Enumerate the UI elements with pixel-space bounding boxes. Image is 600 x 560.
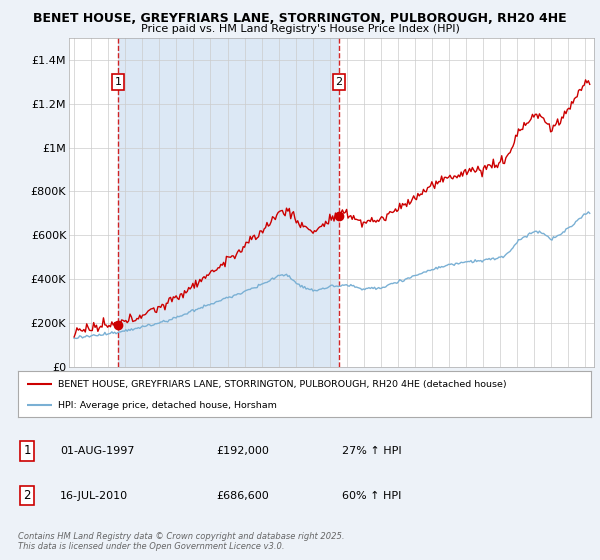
Text: 2: 2: [335, 77, 343, 87]
Text: 60% ↑ HPI: 60% ↑ HPI: [342, 491, 401, 501]
Text: BENET HOUSE, GREYFRIARS LANE, STORRINGTON, PULBOROUGH, RH20 4HE (detached house): BENET HOUSE, GREYFRIARS LANE, STORRINGTO…: [58, 380, 507, 389]
Text: 1: 1: [115, 77, 122, 87]
Text: Contains HM Land Registry data © Crown copyright and database right 2025.
This d: Contains HM Land Registry data © Crown c…: [18, 532, 344, 552]
Text: 16-JUL-2010: 16-JUL-2010: [60, 491, 128, 501]
Bar: [118, 38, 339, 367]
Text: Price paid vs. HM Land Registry's House Price Index (HPI): Price paid vs. HM Land Registry's House …: [140, 24, 460, 34]
Text: £192,000: £192,000: [216, 446, 269, 456]
Text: 1: 1: [23, 444, 31, 458]
Text: 2: 2: [23, 489, 31, 502]
Text: 27% ↑ HPI: 27% ↑ HPI: [342, 446, 401, 456]
Text: £686,600: £686,600: [216, 491, 269, 501]
Text: HPI: Average price, detached house, Horsham: HPI: Average price, detached house, Hors…: [58, 401, 277, 410]
Text: BENET HOUSE, GREYFRIARS LANE, STORRINGTON, PULBOROUGH, RH20 4HE: BENET HOUSE, GREYFRIARS LANE, STORRINGTO…: [33, 12, 567, 25]
Text: 01-AUG-1997: 01-AUG-1997: [60, 446, 134, 456]
